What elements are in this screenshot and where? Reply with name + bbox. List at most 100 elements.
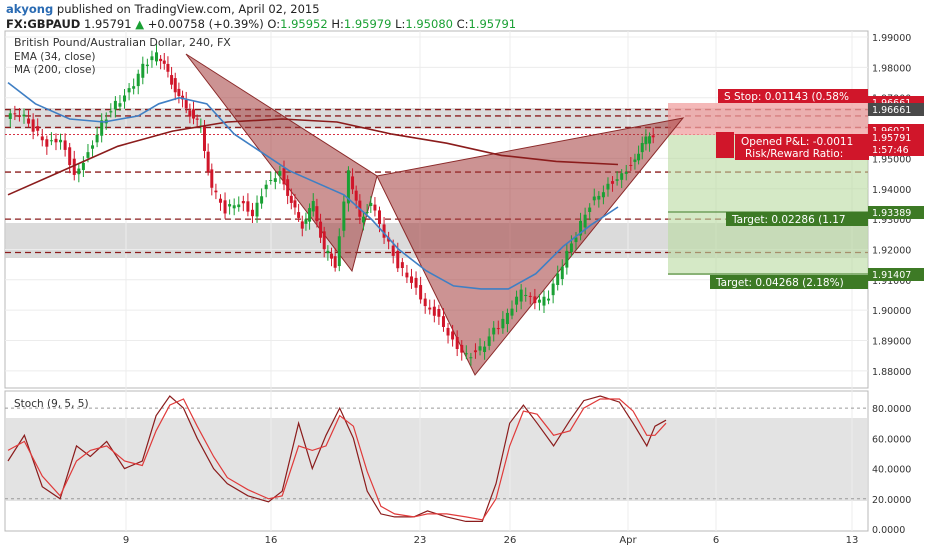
candle-body-down	[63, 140, 67, 150]
candle-body-down	[13, 113, 17, 115]
price-tag-7-text: 1.91407	[872, 270, 911, 281]
x-tick-label: 6	[713, 535, 719, 546]
high-label: H:	[331, 17, 344, 31]
candle-body-up	[648, 136, 652, 144]
candle-body-up	[260, 196, 264, 204]
candle-body-down	[293, 200, 297, 208]
candle-body-up	[81, 162, 85, 170]
candle-body-up	[118, 103, 122, 107]
candle-body-down	[455, 336, 459, 350]
candle-body-up	[542, 296, 546, 306]
candle-body-up	[264, 184, 268, 190]
candle-body-up	[588, 207, 592, 212]
published-text: published on TradingView.com, April 02, …	[56, 2, 320, 16]
candle-body-down	[405, 272, 409, 278]
candle-body-up	[346, 170, 350, 204]
candle-body-down	[414, 277, 418, 288]
x-tick-label: 13	[846, 535, 859, 546]
candle-body-up	[362, 216, 366, 223]
candle-body-up	[22, 114, 26, 117]
low-value: 1.95080	[405, 17, 453, 31]
symbol-name[interactable]: FX:GBPAUD	[6, 17, 81, 31]
close-value: 1.95791	[468, 17, 517, 31]
candle-body-up	[123, 95, 127, 102]
candle-body-up	[337, 236, 341, 267]
candle-body-up	[113, 100, 117, 110]
y-tick-label: 1.94000	[872, 185, 911, 196]
candle-body-up	[487, 336, 491, 346]
stoch-y-tick-label: 80.0000	[872, 404, 911, 415]
x-tick-label: Apr	[619, 535, 637, 546]
candle-body-down	[173, 78, 177, 93]
candle-body-down	[319, 221, 323, 238]
candle-body-up	[483, 346, 487, 352]
y-tick-label: 1.88000	[872, 367, 911, 378]
candle-body-down	[286, 179, 290, 196]
stoch-y-tick-label: 20.0000	[872, 495, 911, 506]
candle-body-up	[255, 202, 259, 217]
candle-body-down	[17, 115, 21, 117]
stoch-series-line	[7, 398, 667, 521]
candle-body-up	[478, 346, 482, 351]
candles	[8, 44, 655, 366]
candle-body-up	[269, 180, 273, 182]
legend-ma: MA (200, close)	[14, 64, 96, 76]
candle-body-up	[637, 153, 641, 161]
stoch-series-line	[7, 395, 667, 522]
candle-body-up	[100, 120, 104, 136]
candle-body-up	[237, 204, 241, 208]
candle-body-up	[644, 136, 648, 145]
target1-label-box	[726, 212, 868, 226]
candle-body-down	[396, 250, 400, 269]
candle-body-down	[72, 158, 76, 175]
candle-body-up	[304, 219, 308, 224]
candle-body-up	[49, 140, 53, 142]
candle-body-up	[342, 201, 346, 231]
candle-body-down	[223, 200, 227, 214]
candle-body-down	[297, 212, 301, 218]
candle-body-up	[601, 192, 605, 198]
candle-body-down	[382, 224, 386, 238]
price-tag-6-text: 1.93389	[872, 208, 911, 219]
target2-label: Target: 0.04268 (2.18%)	[715, 277, 844, 289]
candle-body-up	[574, 237, 578, 243]
stop-label-box	[718, 89, 868, 103]
candle-body-down	[428, 307, 432, 310]
change-arrow-icon: ▲	[135, 17, 145, 31]
candle-body-up	[537, 299, 541, 303]
candle-body-down	[496, 328, 500, 330]
candle-body-up	[91, 145, 95, 149]
candle-body-down	[423, 298, 427, 307]
candle-body-down	[210, 169, 214, 188]
candle-body-up	[273, 178, 277, 182]
candle-body-up	[615, 179, 619, 181]
candle-body-up	[583, 214, 587, 228]
y-tick-label: 1.98000	[872, 63, 911, 74]
y-tick-label: 1.91000	[872, 276, 911, 287]
y-tick-label: 1.90000	[872, 306, 911, 317]
candle-body-down	[170, 75, 174, 85]
candle-body-up	[620, 173, 624, 180]
price-tag-6	[868, 206, 924, 219]
open-label: O:	[267, 17, 281, 31]
candle-body-up	[86, 152, 90, 158]
candle-body-up	[640, 142, 644, 153]
y-tick-label: 1.93000	[872, 215, 911, 226]
stop-zone-box	[668, 103, 868, 135]
candle-body-down	[533, 296, 537, 304]
candle-body-up	[369, 202, 373, 206]
stoch-lines	[5, 395, 868, 522]
candle-body-down	[460, 344, 464, 353]
candle-body-down	[27, 118, 31, 124]
candle-body-up	[547, 298, 551, 301]
candle-body-down	[54, 138, 58, 143]
pl-label-box	[735, 134, 869, 160]
candle-body-down	[300, 221, 304, 229]
author-link[interactable]: akyong	[6, 2, 54, 16]
candle-body-up	[469, 357, 473, 359]
candle-body-down	[282, 168, 286, 185]
candle-body-down	[184, 99, 188, 109]
candle-body-down	[528, 295, 532, 297]
candle-body-up	[228, 204, 232, 207]
